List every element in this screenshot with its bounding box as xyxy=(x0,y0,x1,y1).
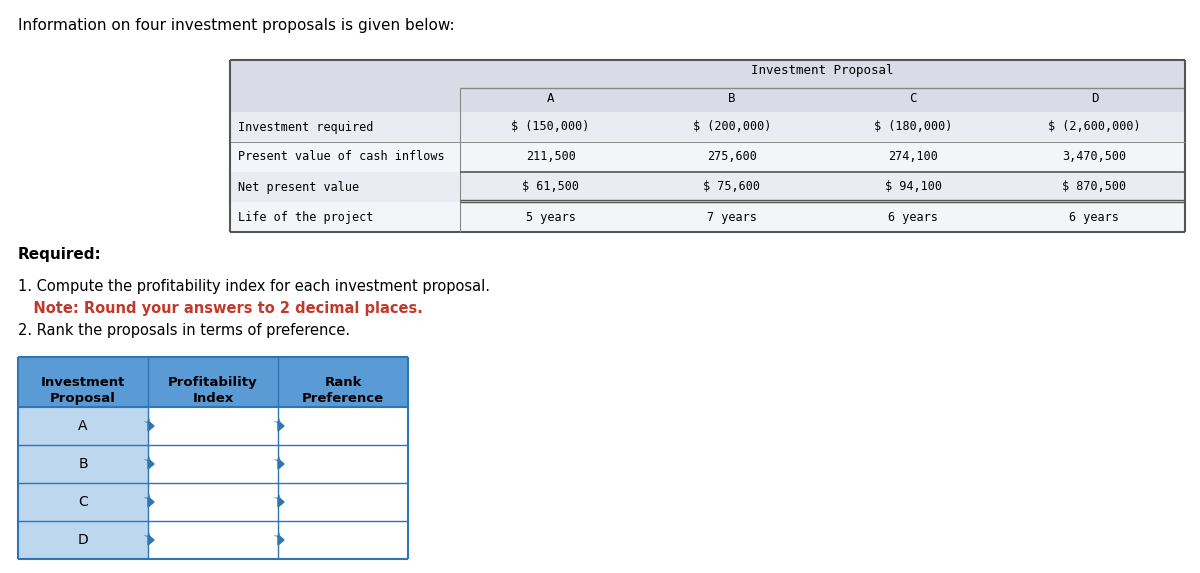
Bar xyxy=(18,521,148,559)
Text: B: B xyxy=(78,457,88,471)
Polygon shape xyxy=(278,421,284,431)
Polygon shape xyxy=(148,459,154,469)
Text: Present value of cash inflows: Present value of cash inflows xyxy=(238,151,445,163)
Text: 275,600: 275,600 xyxy=(707,151,757,163)
Text: $ 75,600: $ 75,600 xyxy=(703,180,761,194)
Text: Index: Index xyxy=(192,392,234,405)
Bar xyxy=(230,112,1186,142)
Text: 6 years: 6 years xyxy=(1069,210,1120,223)
Text: Proposal: Proposal xyxy=(50,392,116,405)
Text: Investment required: Investment required xyxy=(238,120,373,134)
Text: Note: Round your answers to 2 decimal places.: Note: Round your answers to 2 decimal pl… xyxy=(18,301,422,316)
Bar xyxy=(278,407,408,445)
Text: 2. Rank the proposals in terms of preference.: 2. Rank the proposals in terms of prefer… xyxy=(18,323,350,338)
Text: $ (2,600,000): $ (2,600,000) xyxy=(1048,120,1141,134)
Text: $ 94,100: $ 94,100 xyxy=(884,180,942,194)
Bar xyxy=(148,445,278,483)
Bar xyxy=(18,445,148,483)
Bar xyxy=(148,483,278,521)
Text: 6 years: 6 years xyxy=(888,210,938,223)
Text: $ 870,500: $ 870,500 xyxy=(1062,180,1127,194)
Text: Profitability: Profitability xyxy=(168,376,258,389)
Bar xyxy=(18,483,148,521)
Text: 211,500: 211,500 xyxy=(526,151,576,163)
Text: $ (180,000): $ (180,000) xyxy=(874,120,953,134)
Polygon shape xyxy=(148,535,154,545)
Bar xyxy=(278,445,408,483)
Text: Preference: Preference xyxy=(302,392,384,405)
Text: $ 61,500: $ 61,500 xyxy=(522,180,580,194)
Text: 1. Compute the profitability index for each investment proposal.: 1. Compute the profitability index for e… xyxy=(18,279,490,294)
Text: 274,100: 274,100 xyxy=(888,151,938,163)
Text: A: A xyxy=(547,92,554,105)
Bar xyxy=(148,407,278,445)
Bar xyxy=(18,357,408,407)
Bar xyxy=(148,521,278,559)
Text: Life of the project: Life of the project xyxy=(238,210,373,223)
Polygon shape xyxy=(278,497,284,507)
Text: Investment: Investment xyxy=(41,376,125,389)
Polygon shape xyxy=(278,535,284,545)
Text: $ (150,000): $ (150,000) xyxy=(511,120,590,134)
Text: Net present value: Net present value xyxy=(238,180,359,194)
Text: B: B xyxy=(728,92,736,105)
Bar xyxy=(230,172,1186,202)
Text: Information on four investment proposals is given below:: Information on four investment proposals… xyxy=(18,18,455,33)
Text: 5 years: 5 years xyxy=(526,210,576,223)
Text: D: D xyxy=(1091,92,1098,105)
Bar xyxy=(278,483,408,521)
Bar xyxy=(230,142,1186,172)
Text: 7 years: 7 years xyxy=(707,210,757,223)
Text: A: A xyxy=(78,419,88,433)
Bar xyxy=(278,521,408,559)
Text: Required:: Required: xyxy=(18,247,102,262)
Bar xyxy=(230,60,1186,112)
Text: Investment Proposal: Investment Proposal xyxy=(751,64,894,77)
Text: D: D xyxy=(78,533,89,547)
Text: C: C xyxy=(910,92,917,105)
Polygon shape xyxy=(148,497,154,507)
Text: $ (200,000): $ (200,000) xyxy=(692,120,772,134)
Text: Rank: Rank xyxy=(324,376,361,389)
Text: 3,470,500: 3,470,500 xyxy=(1062,151,1127,163)
Polygon shape xyxy=(148,421,154,431)
Bar xyxy=(230,202,1186,232)
Bar xyxy=(18,407,148,445)
Polygon shape xyxy=(278,459,284,469)
Text: C: C xyxy=(78,495,88,509)
